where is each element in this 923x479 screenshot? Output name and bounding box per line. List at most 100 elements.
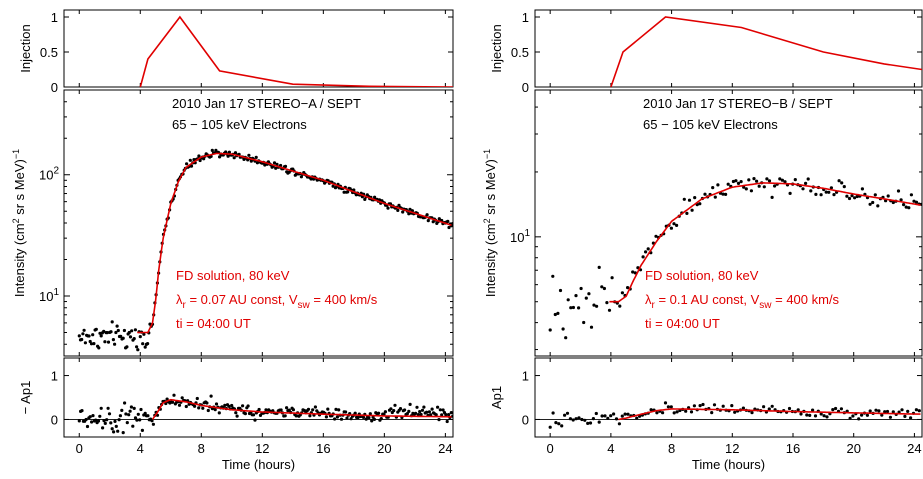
sub: sw	[759, 300, 772, 311]
data-point	[223, 403, 227, 407]
data-point	[368, 412, 372, 416]
data-point	[132, 337, 136, 341]
data-point	[107, 412, 112, 416]
data-point	[873, 193, 877, 197]
anisotropy-panel: 0 4 8 12 16 20 24 0 1 Ap1 Time (hours)	[489, 357, 923, 472]
data-point	[600, 414, 604, 418]
data-point	[607, 308, 612, 312]
data-point	[591, 417, 596, 421]
text: = 0.07 AU const, V	[186, 292, 298, 307]
data-point	[102, 419, 106, 423]
data-point	[586, 421, 590, 425]
data-point	[868, 202, 872, 206]
data-point	[136, 348, 140, 352]
data-point	[824, 190, 828, 194]
data-point	[426, 219, 430, 223]
data-point	[127, 330, 131, 335]
data-point	[883, 410, 887, 414]
data-point	[548, 425, 552, 429]
ylabel-part: sr s MeV)	[12, 159, 27, 218]
data-point	[331, 184, 335, 188]
data-point	[635, 416, 639, 420]
data-point	[865, 413, 870, 417]
injection-frame	[63, 9, 454, 88]
sub: r	[183, 300, 187, 311]
y-tick-label: 1	[522, 369, 529, 384]
data-point	[739, 180, 743, 184]
sub: r	[652, 300, 656, 311]
data-point	[77, 334, 81, 338]
data-point	[583, 418, 587, 422]
data-point	[217, 411, 221, 415]
data-point	[595, 304, 599, 308]
data-point	[712, 403, 717, 407]
data-point	[283, 164, 288, 168]
data-point	[112, 430, 116, 434]
data-point	[386, 206, 390, 210]
data-point	[589, 325, 594, 329]
data-point	[917, 409, 921, 413]
data-point	[81, 332, 85, 336]
data-point	[370, 419, 374, 423]
data-point	[644, 250, 648, 254]
data-point	[845, 194, 849, 198]
y-tick-base: 10	[39, 289, 53, 304]
data-point	[407, 212, 411, 216]
data-point	[563, 413, 567, 417]
data-point	[180, 396, 184, 400]
data-point	[138, 335, 142, 339]
data-point	[626, 412, 630, 416]
data-point	[765, 177, 769, 181]
data-point	[574, 294, 578, 298]
data-point	[669, 226, 674, 230]
data-point	[247, 153, 251, 157]
data-point	[569, 306, 573, 310]
data-point	[571, 418, 575, 422]
data-point	[90, 420, 94, 424]
data-point	[113, 342, 117, 346]
data-point	[600, 285, 604, 289]
x-tick-label: 16	[316, 441, 330, 456]
data-point	[353, 411, 357, 415]
data-point	[210, 148, 214, 152]
x-tick-label: 20	[377, 441, 391, 456]
data-point	[98, 414, 102, 418]
data-point	[675, 223, 679, 227]
y-tick-exponent: 1	[524, 228, 530, 239]
data-point	[449, 411, 453, 415]
intensity-plot-area	[548, 177, 922, 340]
data-point	[594, 411, 598, 416]
ylabel-part: sr s MeV)	[483, 159, 498, 218]
y-tick-exponent: 1	[53, 287, 59, 298]
data-point	[445, 419, 449, 424]
data-point	[899, 198, 903, 202]
data-point	[672, 411, 676, 415]
data-point	[110, 320, 114, 324]
data-point	[429, 413, 433, 417]
anisotropy-plot-area	[64, 393, 453, 435]
data-point	[382, 412, 386, 416]
data-point	[891, 200, 895, 205]
data-point	[337, 408, 341, 412]
data-point	[907, 206, 911, 210]
data-point	[94, 418, 98, 422]
y-axis-label: Intensity (cm2 sr s MeV)−1	[11, 149, 27, 297]
data-point	[842, 185, 846, 189]
anisotropy-panel: 0 4 8 12 16 20 24 0 1 − Ap1 Time (hours)	[18, 357, 454, 472]
data-point	[783, 180, 787, 184]
data-point	[356, 415, 360, 420]
data-point	[847, 196, 852, 201]
data-point	[110, 427, 114, 431]
data-point	[393, 403, 397, 407]
data-point	[253, 418, 257, 422]
data-point	[822, 414, 826, 418]
data-point	[438, 408, 442, 412]
anisotropy-frame	[534, 357, 923, 438]
data-point	[891, 410, 895, 414]
y-tick-label: 1	[51, 369, 58, 384]
data-point	[614, 417, 619, 421]
model-line-1: FD solution, 80 keV	[645, 268, 759, 283]
data-point	[91, 414, 95, 418]
data-point	[419, 412, 423, 417]
data-point	[903, 414, 907, 418]
